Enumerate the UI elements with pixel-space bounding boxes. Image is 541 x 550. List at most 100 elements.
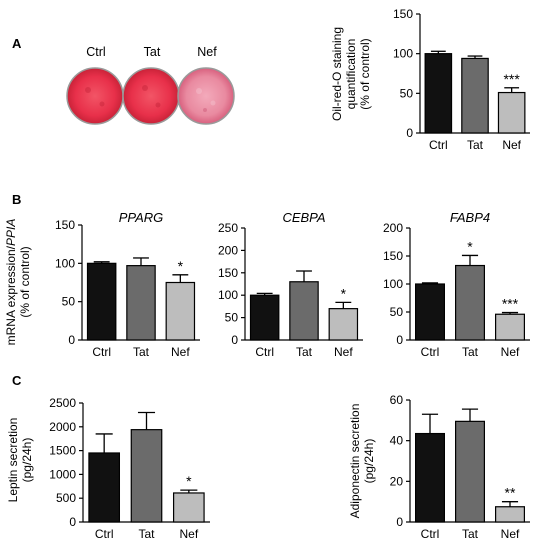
y-tick-label: 1000 [49,467,76,481]
chart-adiponectin: 0 20 40 60 Ctrl Tat ** Nef Adiponectin secretion… [348,393,530,541]
y-tick-label: 2500 [49,396,76,410]
chart-cebpa: 0 50 100 150 200 250 Ctrl Tat * Nef CEBPA [218,210,363,359]
x-tick-label: Ctrl [429,138,448,152]
panel-letter-a: A [12,36,22,51]
y-axis-label: (pg/24h) [362,439,376,484]
bar-tat [130,429,163,523]
x-tick-label: Nef [171,345,190,359]
y-tick-label: 2000 [49,420,76,434]
x-tick-label: Ctrl [421,345,440,359]
y-tick-label: 0 [396,333,403,347]
y-axis-label: mRNA expression/PPIA [4,219,18,346]
y-tick-label: 100 [218,288,238,302]
significance-marker: ** [505,485,516,501]
well-label-ctrl: Ctrl [86,45,105,59]
panel-letter-b: B [12,192,21,207]
chart-title: FABP4 [450,210,490,225]
y-tick-label: 150 [383,249,403,263]
y-tick-label: 150 [218,266,238,280]
x-tick-label: Ctrl [255,345,274,359]
bar-tat [455,264,486,341]
bar-nef [497,91,526,134]
bar-tat [289,281,319,341]
x-tick-label: Tat [462,527,479,541]
y-tick-label: 100 [55,256,75,270]
well-image-tat [122,67,180,125]
x-tick-label: Nef [334,345,353,359]
bar-ctrl [249,294,280,341]
chart-pparg: 0 50 100 150 Ctrl Tat * Nef PPARG mRNA expression… [4,210,200,359]
chart-leptin: 0 500 1000 1500 2000 2500 Ctrl Tat * Nef Leptin se… [6,396,210,541]
y-tick-label: 50 [400,86,414,100]
y-tick-label: 200 [218,243,238,257]
x-tick-label: Nef [502,138,521,152]
y-tick-label: 50 [62,295,76,309]
x-tick-label: Ctrl [95,527,114,541]
y-axis-label: Adiponectin secretion [348,404,362,519]
x-tick-label: Tat [133,345,150,359]
significance-marker: * [178,258,184,274]
y-axis-label: (% of control) [358,38,372,109]
x-tick-label: Tat [467,138,484,152]
significance-marker: * [467,238,473,254]
y-tick-label: 50 [390,305,404,319]
chart-oil-red: 0 50 100 150 Ctrl Tat *** Nef Oil-red-O staining… [330,7,530,152]
stain-wells: Ctrl Tat Nef [66,45,235,125]
bar-ctrl [86,262,117,341]
y-axis-label: quantification [344,39,358,110]
chart-fabp4: 0 50 100 150 200 Ctrl * Tat *** Nef FABP4 [383,210,530,359]
bar-nef [172,492,205,523]
significance-marker: * [186,473,192,489]
bar-tat [455,420,486,523]
chart-title: CEBPA [282,210,325,225]
y-tick-label: 0 [69,515,76,529]
significance-marker: * [341,285,347,301]
y-axis-label: (% of control) [18,246,32,317]
well-label-tat: Tat [144,45,161,59]
panel-letter-c: C [12,373,22,388]
y-axis-label: Leptin secretion [6,418,20,503]
y-tick-label: 40 [390,434,404,448]
bar-ctrl [415,283,446,341]
x-tick-label: Ctrl [421,527,440,541]
y-tick-label: 100 [383,277,403,291]
bar-nef [495,313,526,341]
y-tick-label: 100 [393,47,413,61]
bar-ctrl [424,53,453,134]
x-tick-label: Tat [462,345,479,359]
y-tick-label: 1500 [49,444,76,458]
bar-ctrl [415,432,446,523]
y-tick-label: 20 [390,474,404,488]
well-label-nef: Nef [197,45,217,59]
bar-ctrl [88,452,121,523]
y-tick-label: 150 [55,218,75,232]
y-axis-label: Oil-red-O staining [330,27,344,121]
significance-marker: *** [502,296,519,312]
chart-title: PPARG [119,210,164,225]
bar-nef [165,281,196,341]
y-tick-label: 250 [218,221,238,235]
y-tick-label: 60 [390,393,404,407]
y-tick-label: 150 [393,7,413,21]
bar-nef [328,308,359,341]
x-tick-label: Nef [501,527,520,541]
y-tick-label: 200 [383,221,403,235]
y-tick-label: 0 [406,126,413,140]
bar-tat [126,265,156,341]
well-image-nef [177,67,235,125]
bar-nef [495,506,526,523]
y-tick-label: 0 [396,515,403,529]
x-tick-label: Tat [138,527,155,541]
x-tick-label: Nef [179,527,198,541]
well-image-ctrl [66,67,124,125]
y-axis-label: (pg/24h) [20,438,34,483]
x-tick-label: Tat [296,345,313,359]
y-tick-label: 0 [68,333,75,347]
y-tick-label: 50 [225,311,239,325]
significance-marker: *** [503,71,520,87]
y-tick-label: 500 [56,491,76,505]
bar-tat [461,57,489,134]
x-tick-label: Ctrl [92,345,111,359]
y-tick-label: 0 [231,333,238,347]
